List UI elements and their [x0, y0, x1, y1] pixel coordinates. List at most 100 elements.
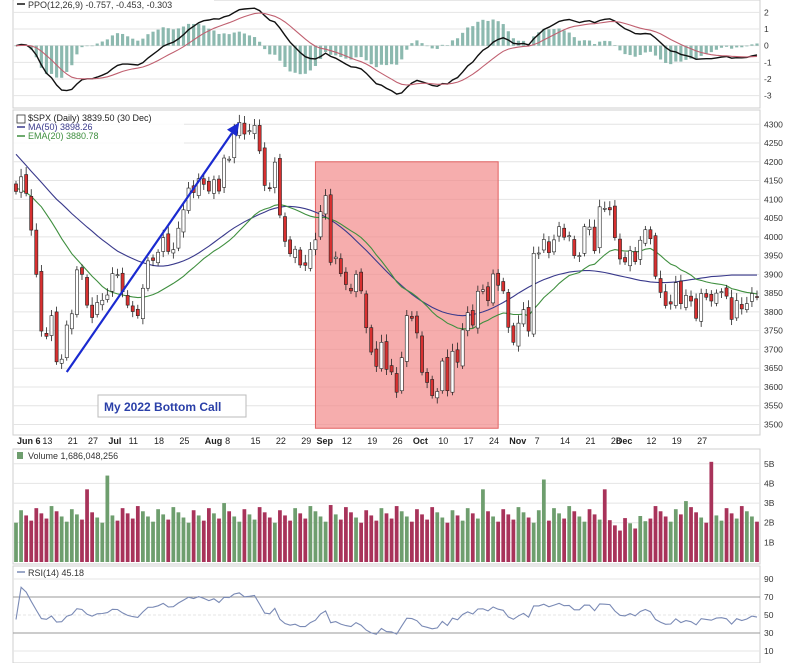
volume-bar	[541, 479, 546, 562]
x-axis-label: 11	[129, 436, 138, 446]
price-tick-label: 3900	[764, 269, 783, 279]
ppo-histogram-bar	[562, 30, 566, 46]
ppo-histogram-bar	[156, 29, 160, 46]
ppo-histogram-bar	[638, 45, 642, 55]
ppo-histogram-bar	[232, 32, 236, 46]
ma50-line	[15, 153, 757, 317]
x-axis-label: 27	[697, 436, 707, 446]
candle	[460, 323, 465, 369]
ppo-histogram-bar	[608, 41, 612, 46]
ppo-histogram-bar	[633, 45, 637, 57]
volume-bar	[678, 514, 683, 562]
ppo-histogram-bar	[684, 45, 688, 60]
x-axis-label: 17	[464, 436, 474, 446]
ppo-histogram-bar	[110, 35, 115, 46]
candle	[420, 331, 424, 376]
volume-bar	[607, 520, 612, 562]
ppo-histogram-bar	[85, 45, 89, 47]
candle	[212, 175, 216, 199]
candle	[750, 287, 754, 308]
candle	[623, 252, 627, 265]
volume-bar	[699, 517, 704, 562]
ppo-histogram-bar	[141, 38, 145, 46]
candle	[257, 119, 262, 154]
ppo-histogram-bar	[582, 40, 587, 46]
volume-bar	[516, 507, 521, 562]
volume-bar	[54, 511, 59, 562]
candle	[404, 310, 409, 368]
volume-tick-label: 5B	[764, 459, 775, 469]
volume-bar	[719, 520, 724, 562]
volume-bar	[577, 516, 582, 562]
volume-bar	[141, 511, 145, 562]
candle	[648, 226, 653, 245]
ppo-histogram-bar	[379, 45, 383, 65]
candle	[410, 311, 414, 322]
candle	[85, 274, 89, 309]
rsi-tick-label: 50	[764, 610, 774, 620]
ppo-histogram-bar	[466, 27, 470, 46]
ppo-histogram-bar	[247, 35, 252, 46]
ppo-histogram-bar	[400, 45, 404, 60]
volume-bar	[430, 507, 435, 562]
ppo-histogram-bar	[755, 43, 759, 46]
ppo-tick-label: 1	[764, 24, 769, 34]
candle	[734, 293, 739, 321]
volume-bar	[491, 516, 495, 562]
ppo-histogram-bar	[283, 45, 287, 67]
ppo-histogram-bar	[664, 45, 668, 63]
price-tick-label: 3600	[764, 382, 783, 392]
candle	[293, 245, 298, 264]
ppo-histogram-bar	[121, 33, 125, 46]
candle	[455, 342, 460, 368]
candle	[384, 334, 389, 375]
ppo-histogram-bar	[745, 45, 749, 47]
ppo-histogram-bar	[420, 43, 424, 46]
candle	[39, 264, 44, 337]
volume-bar	[744, 511, 749, 562]
candle	[298, 246, 303, 268]
volume-bar	[420, 514, 424, 562]
volume-bar	[623, 518, 627, 562]
ppo-histogram-bar	[669, 45, 673, 65]
ppo-histogram-bar	[288, 45, 292, 72]
volume-bar	[206, 508, 211, 562]
decline-highlight-box	[314, 161, 499, 429]
ppo-histogram-bar	[197, 23, 201, 46]
volume-bar	[247, 514, 252, 562]
volume-bar	[186, 522, 191, 562]
volume-bar	[44, 518, 49, 562]
candle	[333, 251, 338, 265]
candle	[394, 367, 399, 398]
ppo-histogram-bar	[506, 31, 510, 46]
ppo-histogram-bar	[34, 45, 38, 58]
ppo-histogram-bar	[344, 45, 348, 59]
volume-bar	[572, 511, 577, 562]
volume-bar	[14, 522, 18, 562]
ppo-histogram-bar	[425, 45, 429, 47]
ppo-tick-label: 2	[764, 7, 769, 17]
volume-bar	[501, 509, 506, 562]
candle	[440, 358, 445, 394]
x-axis-label: 24	[489, 436, 499, 446]
candle	[29, 189, 34, 236]
volume-bar	[359, 522, 363, 562]
volume-bar	[313, 511, 318, 562]
candle	[110, 267, 115, 297]
ppo-histogram-bar	[222, 33, 226, 46]
candle	[602, 201, 607, 213]
ppo-histogram-bar	[364, 45, 368, 61]
ppo-histogram-bar	[115, 33, 120, 46]
price-tick-label: 4300	[764, 119, 783, 129]
price-tick-label: 4200	[764, 157, 783, 167]
volume-bar	[394, 506, 399, 562]
volume-bar	[724, 508, 729, 562]
ppo-histogram-bar	[694, 45, 698, 60]
volume-bar	[668, 521, 673, 562]
ppo-histogram-bar	[674, 45, 678, 62]
ppo-histogram-bar	[724, 45, 729, 47]
candle	[577, 252, 582, 262]
ppo-histogram-bar	[334, 45, 338, 56]
ppo-histogram-bar	[186, 23, 191, 46]
